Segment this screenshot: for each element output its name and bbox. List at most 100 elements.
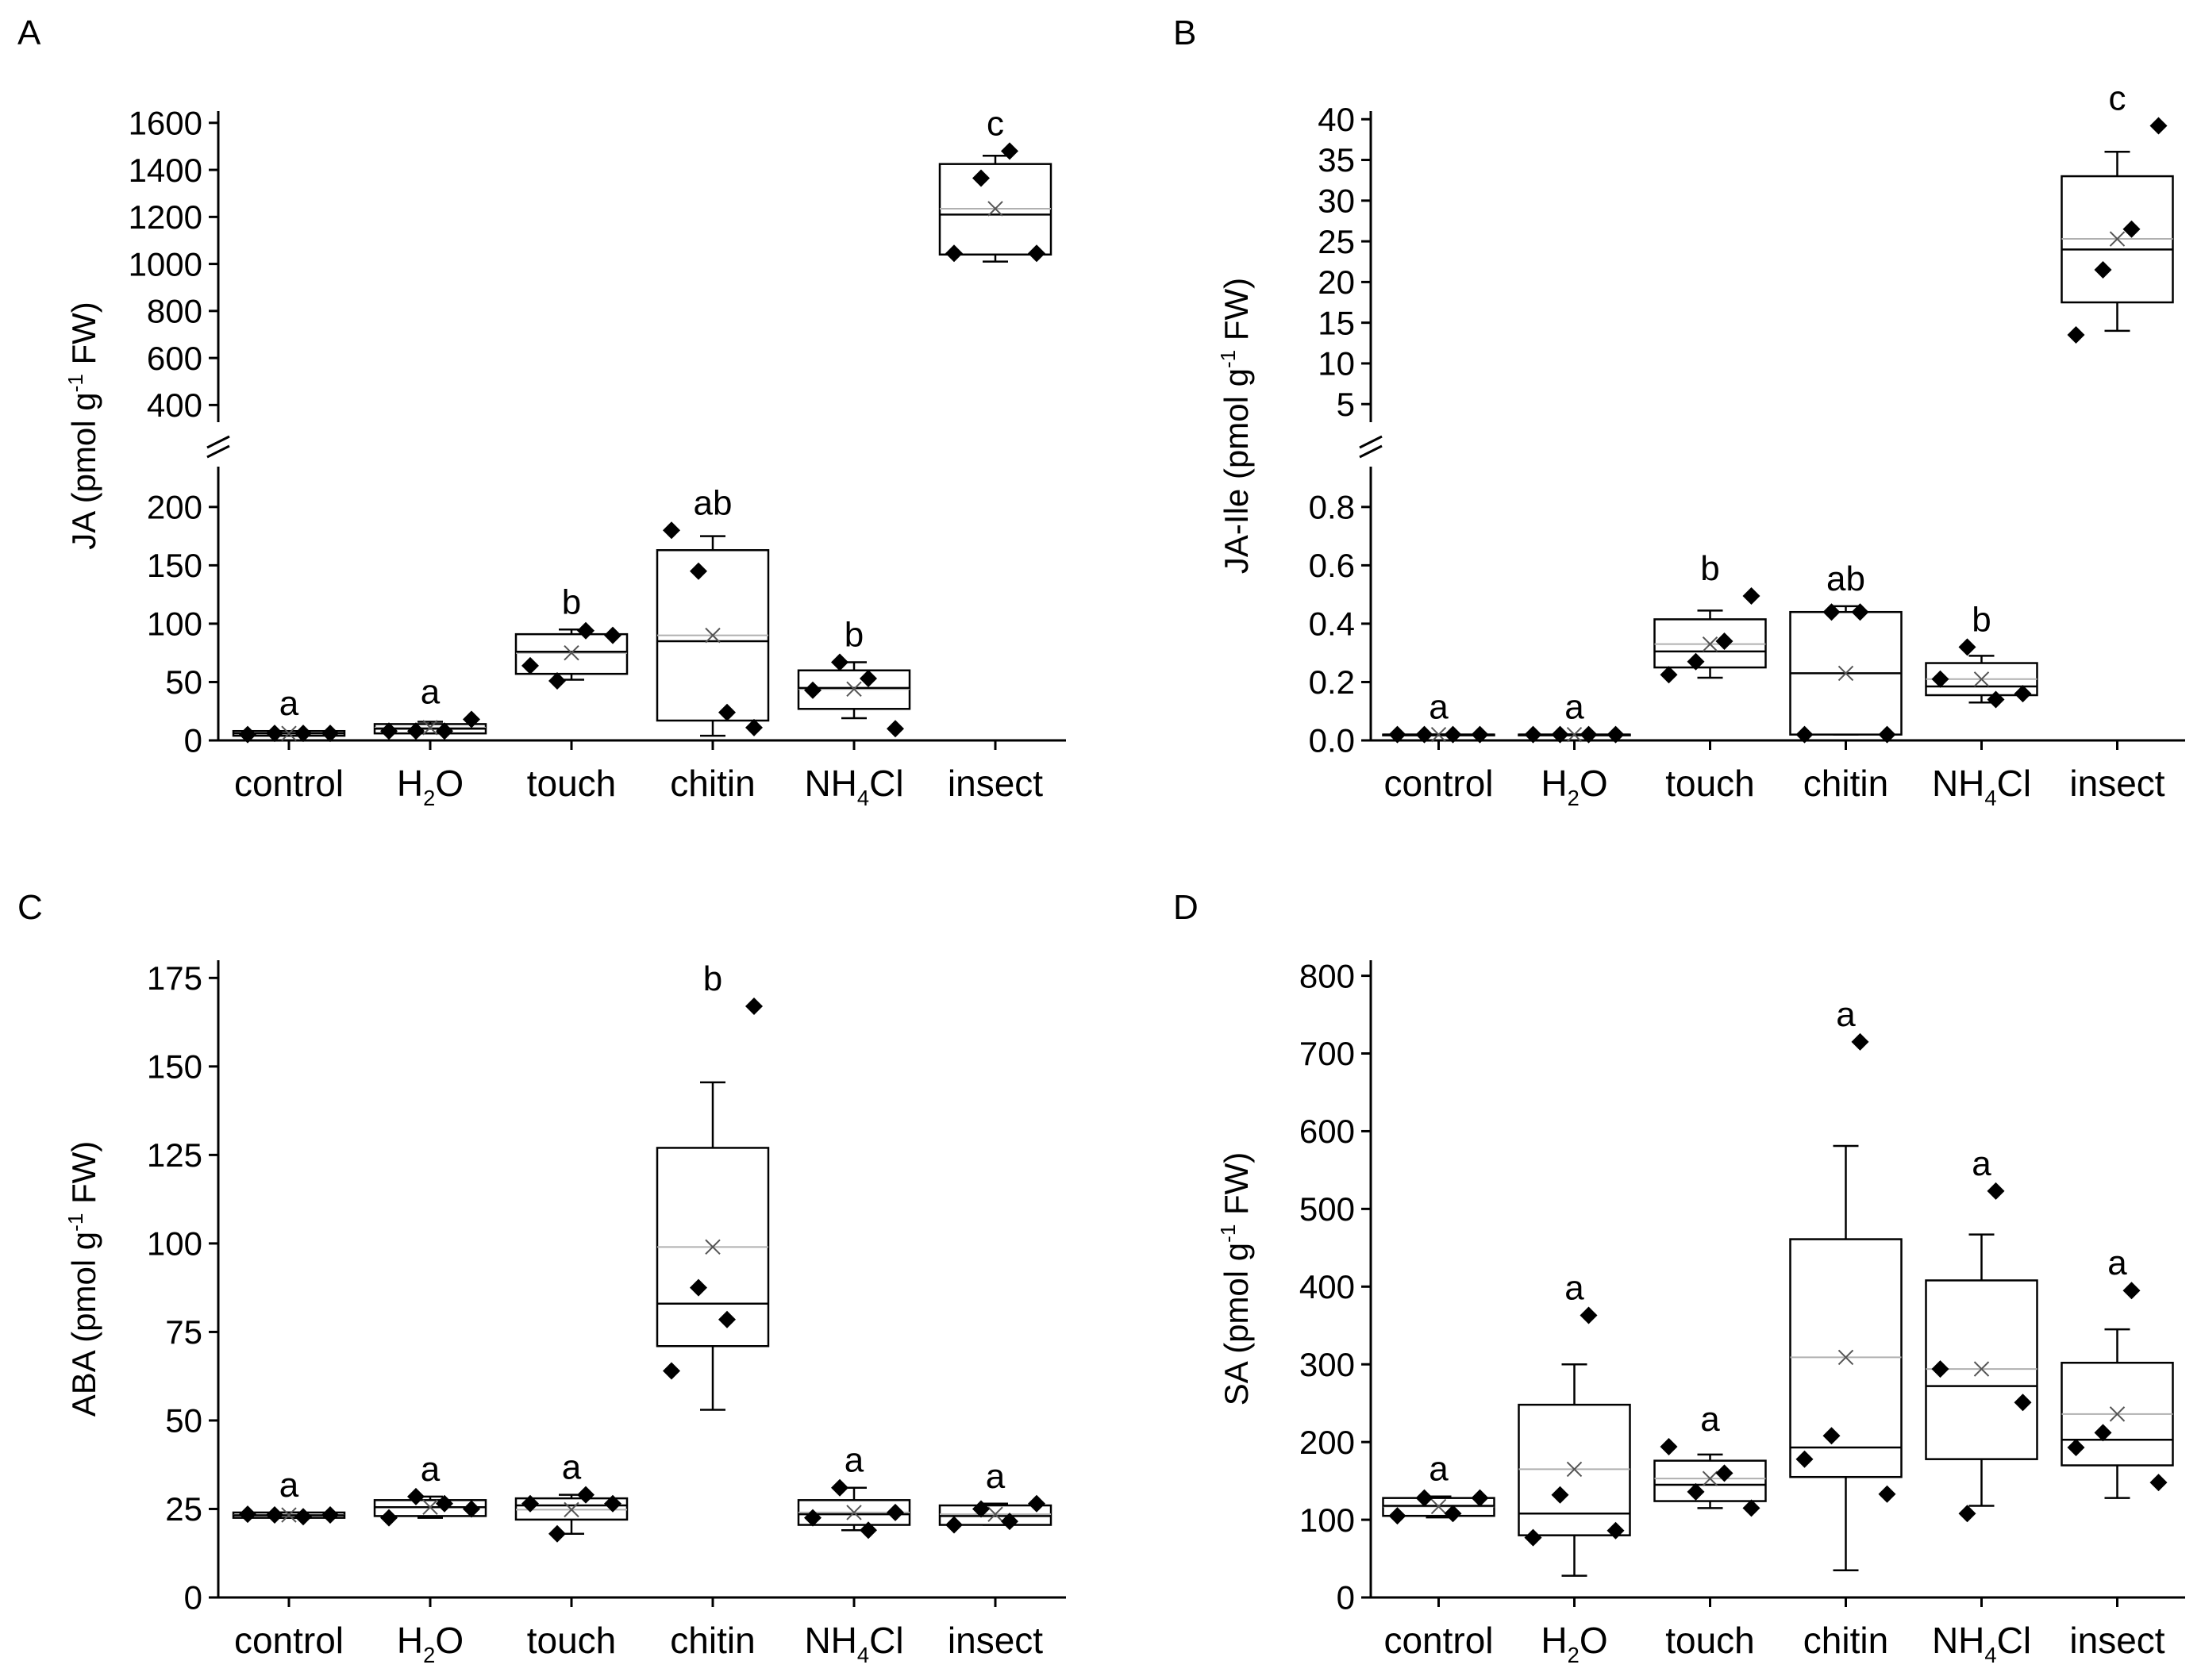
chart-panel-a: 0 50 100 150 200 400 600 800 1000 1200 1400 1600 JA … (63, 104, 1066, 810)
data-point (1524, 725, 1542, 744)
y-axis-title-sup: -1 (63, 1213, 87, 1232)
data-point (1822, 603, 1841, 621)
mean-marker (2109, 231, 2126, 247)
category-label-sub: 2 (423, 786, 435, 810)
y-tick-label: 25 (1318, 223, 1355, 260)
data-point (1028, 244, 1045, 263)
mean-marker (846, 1505, 862, 1520)
data-point (577, 1486, 595, 1504)
data-point (945, 1516, 963, 1534)
y-tick-label: 175 (147, 959, 202, 997)
significance-letter: a (279, 1466, 299, 1505)
significance-letter: a (279, 684, 299, 723)
category-label: touch (1665, 1620, 1755, 1661)
mean-marker (987, 201, 1003, 217)
y-tick-label: 800 (1299, 957, 1355, 994)
box-group: a (797, 1441, 911, 1540)
y-tick-label: 100 (1299, 1501, 1355, 1539)
significance-letter: a (986, 1457, 1006, 1496)
significance-letter: a (562, 1448, 582, 1487)
y-axis-title-main: ABA (pmol g (65, 1232, 102, 1417)
data-point (1524, 1528, 1542, 1547)
data-point (1851, 603, 1869, 621)
box-group: a (373, 1450, 487, 1527)
significance-letter: c (2109, 79, 2126, 117)
y-tick-label: 0.6 (1309, 547, 1355, 584)
box-group: a (1518, 688, 1631, 744)
data-point (1580, 725, 1598, 744)
data-point (2094, 261, 2112, 279)
data-point (972, 1500, 990, 1518)
box-group: b (1925, 600, 2038, 709)
y-tick-label: 150 (147, 1048, 202, 1086)
box-group: b (514, 582, 629, 690)
data-point (1878, 725, 1896, 744)
category-label: control (1383, 1620, 1493, 1661)
data-point (407, 1487, 425, 1505)
data-point (745, 997, 763, 1015)
significance-letter: a (421, 1450, 441, 1489)
y-tick-label: 700 (1299, 1035, 1355, 1072)
category-label-sub: 2 (1568, 786, 1580, 810)
data-point (548, 671, 566, 690)
mean-marker (1837, 1349, 1854, 1366)
data-point (690, 562, 707, 580)
data-point (321, 725, 339, 743)
data-point (266, 1506, 283, 1524)
box-group: b (656, 959, 770, 1411)
mean-marker (1837, 665, 1854, 682)
data-point (1415, 725, 1433, 744)
data-point (831, 1478, 848, 1497)
y-tick-label: 600 (1299, 1113, 1355, 1150)
data-point (1551, 725, 1569, 744)
panel-label-d: D (1173, 888, 1199, 927)
y-tick-label: 75 (165, 1313, 202, 1351)
data-point (718, 1310, 736, 1328)
box-group: a (373, 673, 487, 740)
data-point (1001, 142, 1018, 160)
data-point (604, 1494, 621, 1513)
data-point (1715, 1464, 1733, 1482)
category-label: H2O (1541, 1620, 1607, 1667)
data-point (436, 722, 453, 740)
axis-break-mark (206, 444, 230, 459)
axis-break-mark (206, 435, 230, 449)
data-point (548, 1524, 566, 1543)
data-point (1795, 725, 1814, 744)
box-group: a (938, 1457, 1052, 1534)
y-axis-title: JA-Ile (pmol g-1 FW) (1216, 278, 1255, 574)
category-label-sub: 4 (857, 1643, 869, 1667)
data-point (2014, 685, 2032, 703)
category-label-sub: 2 (423, 1643, 435, 1667)
data-point (463, 1500, 480, 1518)
data-point (1444, 1505, 1462, 1523)
y-tick-label: 0.0 (1309, 722, 1355, 759)
category-label: control (1383, 763, 1493, 804)
panel-label-a: A (17, 13, 41, 52)
significance-letter: a (845, 1441, 864, 1480)
y-tick-label: 0 (184, 1579, 202, 1617)
data-point (860, 1521, 877, 1540)
box-group: a (2061, 1244, 2174, 1499)
data-point (2149, 117, 2168, 135)
box-group: b (797, 615, 911, 738)
box-group: a (514, 1448, 629, 1543)
category-label-main: H (1541, 763, 1567, 804)
mean-marker (705, 1239, 721, 1255)
data-point (1931, 670, 1949, 688)
significance-letter: a (1700, 1400, 1720, 1439)
data-point (1388, 725, 1406, 744)
data-point (1795, 1450, 1814, 1468)
data-point (239, 1505, 256, 1524)
mean-marker (1430, 1498, 1447, 1515)
axis-break-mark (1359, 435, 1383, 449)
category-label-main: NH (804, 1620, 856, 1661)
y-tick-label: 5 (1337, 386, 1355, 423)
y-tick-label: 800 (147, 293, 202, 330)
y-tick-label: 1000 (129, 245, 202, 283)
significance-letter: a (1972, 1144, 1991, 1183)
category-label-sub: 2 (1568, 1643, 1580, 1667)
data-point (860, 670, 877, 688)
